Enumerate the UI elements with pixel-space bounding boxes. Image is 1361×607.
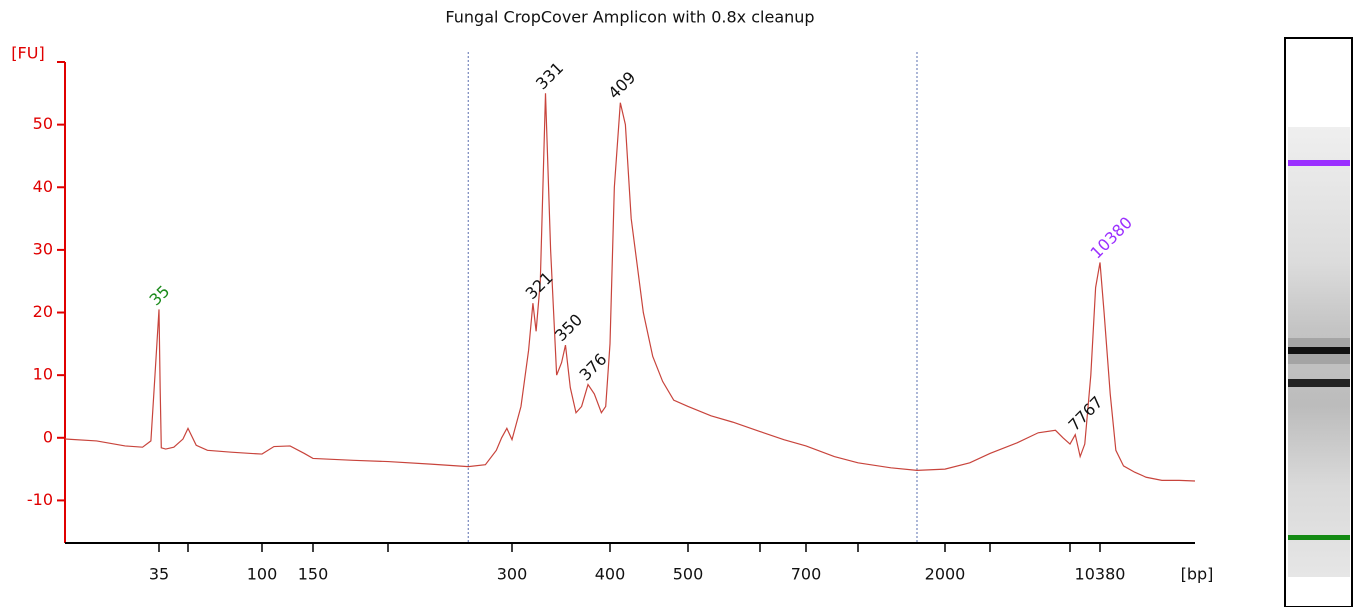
peak-label: 409: [604, 68, 639, 103]
gel-lane: [1284, 37, 1353, 607]
x-tick-label: 35: [149, 565, 169, 584]
y-tick-label: 30: [33, 239, 53, 258]
y-tick-label: 0: [43, 427, 53, 446]
peak-label: 350: [551, 310, 586, 345]
peak-label: 35: [146, 282, 174, 310]
x-tick-label: 700: [791, 565, 822, 584]
y-tick-label: 10: [33, 365, 53, 384]
peak-label: 376: [575, 350, 610, 385]
x-tick-label: 100: [247, 565, 278, 584]
gel-band: [1288, 347, 1350, 354]
x-tick-label: 500: [673, 565, 704, 584]
y-axis-label: [FU]: [11, 44, 44, 63]
chart-title: Fungal CropCover Amplicon with 0.8x clea…: [445, 8, 814, 27]
gel-band: [1288, 379, 1350, 387]
y-tick-label: 20: [33, 302, 53, 321]
peak-label: 10380: [1087, 213, 1136, 262]
y-tick-label: -10: [27, 490, 53, 509]
x-tick-label: 400: [595, 565, 626, 584]
gel-band-lower-marker: [1288, 535, 1350, 540]
x-tick-label: 150: [298, 565, 329, 584]
x-tick-label: 2000: [925, 565, 966, 584]
x-axis-label: [bp]: [1181, 565, 1214, 584]
y-tick-label: 40: [33, 177, 53, 196]
y-tick-label: 50: [33, 114, 53, 133]
gel-band-upper-marker: [1288, 160, 1350, 166]
trace-line: [64, 93, 1196, 482]
peak-label: 331: [532, 58, 567, 93]
x-tick-label: 300: [497, 565, 528, 584]
x-tick-label: 10380: [1075, 565, 1126, 584]
